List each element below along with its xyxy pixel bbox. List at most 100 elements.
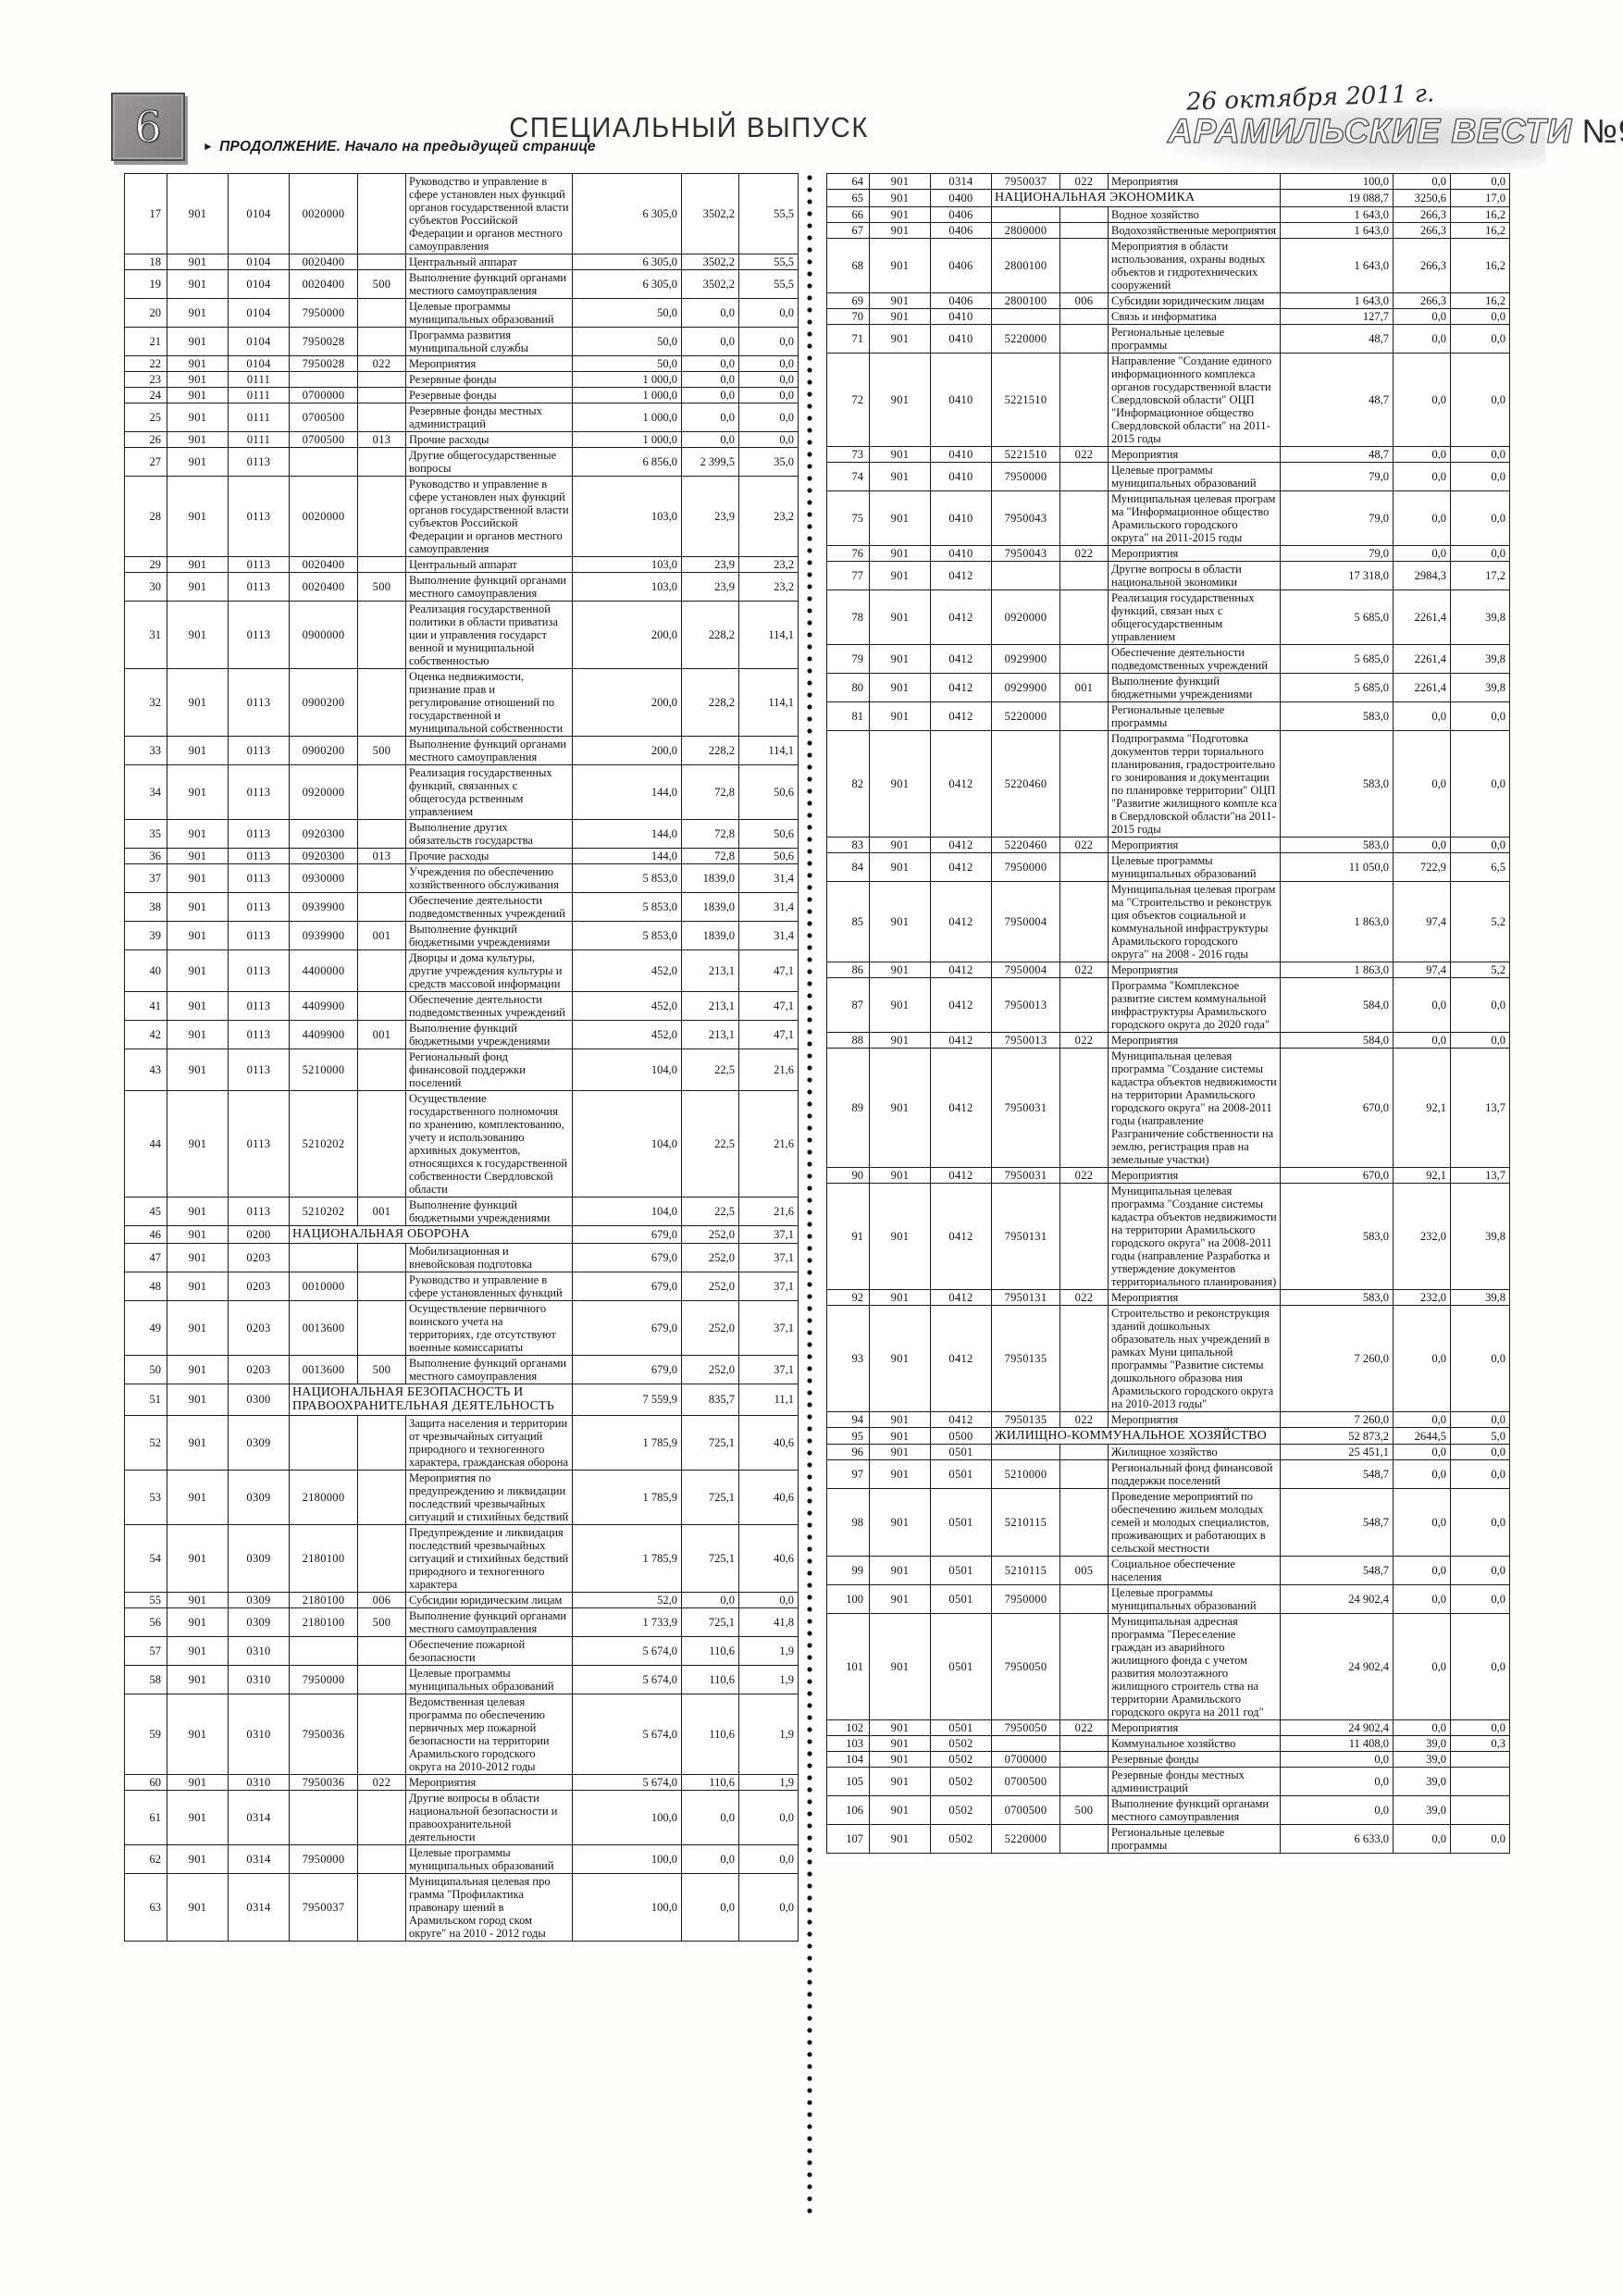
executed-value: 0,0 bbox=[1393, 544, 1451, 562]
approved-value: 7 260,0 bbox=[1280, 1304, 1394, 1412]
grbs-code: 901 bbox=[167, 601, 229, 669]
target-article: 7950031 bbox=[991, 1047, 1060, 1168]
section-code: 0412 bbox=[930, 1047, 992, 1168]
section-code: 0104 bbox=[228, 254, 290, 270]
expense-type bbox=[1059, 1488, 1109, 1558]
executed-value: 0,0 bbox=[1393, 1556, 1451, 1586]
expense-type bbox=[1059, 1459, 1109, 1490]
section-code: 0412 bbox=[930, 1288, 992, 1306]
expense-type bbox=[357, 668, 406, 737]
expense-name: Осуществление государственного полномочи… bbox=[405, 1090, 573, 1198]
approved-value: 5 674,0 bbox=[572, 1774, 682, 1792]
expense-type: 001 bbox=[357, 1197, 406, 1226]
executed-value: 725,1 bbox=[681, 1607, 739, 1638]
grbs-code: 901 bbox=[869, 1426, 931, 1446]
budget-row: 24 901 0111 0700000 Резервные фонды 1 000,0 0,… bbox=[124, 387, 799, 403]
section-code: 0113 bbox=[228, 1090, 290, 1198]
executed-value: 725,1 bbox=[681, 1524, 739, 1594]
row-num: 50 bbox=[124, 1354, 167, 1384]
section-code: 0501 bbox=[930, 1444, 992, 1461]
expense-name: Региональные целевые программы bbox=[1108, 701, 1281, 731]
approved-value: 127,7 bbox=[1280, 307, 1394, 325]
budget-row: 23 901 0111 Резервные фонды 1 000,0 0,0 0,0 bbox=[124, 371, 799, 388]
target-article: 5221510 bbox=[991, 352, 1060, 447]
target-article: 2800000 bbox=[991, 221, 1060, 239]
percent-value: 0,0 bbox=[1450, 1459, 1510, 1490]
grbs-code: 901 bbox=[167, 863, 229, 893]
grbs-code: 901 bbox=[869, 1444, 931, 1461]
grbs-code: 901 bbox=[167, 848, 229, 864]
section-title: НАЦИОНАЛЬНАЯ ЭКОНОМИКА bbox=[991, 189, 1281, 207]
row-num: 85 bbox=[826, 880, 870, 962]
page-number: 6 bbox=[134, 101, 162, 152]
expense-type bbox=[357, 892, 406, 922]
expense-type bbox=[357, 173, 406, 254]
expense-name: Мероприятия bbox=[1108, 445, 1281, 463]
row-num: 51 bbox=[124, 1383, 167, 1417]
row-num: 70 bbox=[826, 307, 870, 325]
expense-name: Руководство и управление в сфере установ… bbox=[405, 173, 573, 254]
expense-name: Выполнение функций органами местного сам… bbox=[405, 736, 573, 765]
section-code: 0406 bbox=[930, 237, 992, 293]
approved-value: 1 643,0 bbox=[1280, 237, 1394, 293]
grbs-code: 901 bbox=[167, 1242, 229, 1272]
grbs-code: 901 bbox=[869, 961, 931, 978]
expense-type: 005 bbox=[1059, 1556, 1109, 1586]
section-code: 0309 bbox=[228, 1592, 290, 1609]
section-code: 0314 bbox=[930, 173, 992, 190]
approved-value: 50,0 bbox=[572, 355, 682, 372]
approved-value: 584,0 bbox=[1280, 976, 1394, 1033]
expense-type bbox=[1059, 1735, 1109, 1753]
expense-name: Мероприятия bbox=[1108, 1166, 1281, 1184]
section-code: 0500 bbox=[930, 1426, 992, 1446]
approved-value: 5 853,0 bbox=[572, 863, 682, 893]
percent-value: 0,0 bbox=[1450, 1304, 1510, 1412]
approved-value: 1 733,9 bbox=[572, 1607, 682, 1638]
grbs-code: 901 bbox=[167, 572, 229, 602]
row-num: 89 bbox=[826, 1047, 870, 1168]
percent-value: 0,0 bbox=[738, 431, 799, 448]
expense-type bbox=[357, 764, 406, 820]
approved-value: 17 318,0 bbox=[1280, 560, 1394, 590]
expense-name: Обеспечение деятельности подведомственны… bbox=[1108, 643, 1281, 674]
budget-row: 59 901 0310 7950036 Ведомственная целевая пр… bbox=[124, 1694, 799, 1776]
section-code: 0501 bbox=[930, 1584, 992, 1615]
budget-row: 96 901 0501 Жилищное хозяйство 25 451,1 0,0 0,… bbox=[826, 1444, 1510, 1461]
budget-row: 76 901 0410 7950043 022 Мероприятия 79,0 0,0 0,0 bbox=[826, 544, 1510, 562]
section-code: 0410 bbox=[930, 490, 992, 546]
expense-name: Учреждения по обеспечению хозяйственного… bbox=[405, 863, 573, 893]
budget-row: 104 901 0502 0700000 Резервные фонды 0,0 39,0 bbox=[826, 1751, 1510, 1769]
expense-type: 022 bbox=[1059, 1719, 1109, 1737]
expense-name: Осуществление первичного воинского учета… bbox=[405, 1299, 573, 1356]
expense-name: Региональный фонд финансовой поддержки п… bbox=[405, 1049, 573, 1091]
approved-value: 583,0 bbox=[1280, 729, 1394, 838]
budget-row: 78 901 0412 0920000 Реализация государственн… bbox=[826, 589, 1510, 645]
budget-row: 47 901 0203 Мобилизационная и вневойсковая … bbox=[124, 1242, 799, 1272]
section-code: 0203 bbox=[228, 1299, 290, 1356]
executed-value: 0,0 bbox=[681, 431, 739, 448]
budget-row: 70 901 0410 Связь и информатика 127,7 0,0 0,0 bbox=[826, 307, 1510, 325]
target-article: 4400000 bbox=[289, 949, 358, 992]
approved-value: 0,0 bbox=[1280, 1795, 1394, 1826]
grbs-code: 901 bbox=[869, 1719, 931, 1737]
expense-name: Предупреждение и ликвидация последствий … bbox=[405, 1524, 573, 1594]
section-code: 0104 bbox=[228, 173, 290, 254]
expense-type bbox=[357, 298, 406, 328]
expense-name: Водохозяйственные мероприятия bbox=[1108, 221, 1281, 239]
row-num: 32 bbox=[124, 668, 167, 737]
target-article: 7950135 bbox=[991, 1410, 1060, 1428]
expense-type bbox=[1059, 490, 1109, 546]
section-code: 0410 bbox=[930, 445, 992, 463]
target-article: 4409900 bbox=[289, 1020, 358, 1049]
percent-value: 0,0 bbox=[738, 1844, 799, 1875]
executed-value: 0,0 bbox=[1393, 1613, 1451, 1721]
percent-value: 5,2 bbox=[1450, 961, 1510, 978]
row-num: 81 bbox=[826, 701, 870, 731]
row-num: 105 bbox=[826, 1767, 870, 1797]
percent-value: 16,2 bbox=[1450, 237, 1510, 293]
expense-name: Программа развития муниципальной службы bbox=[405, 327, 573, 356]
row-num: 26 bbox=[124, 431, 167, 448]
expense-type: 022 bbox=[1059, 544, 1109, 562]
approved-value: 5 853,0 bbox=[572, 892, 682, 922]
target-article: 7950000 bbox=[289, 298, 358, 328]
